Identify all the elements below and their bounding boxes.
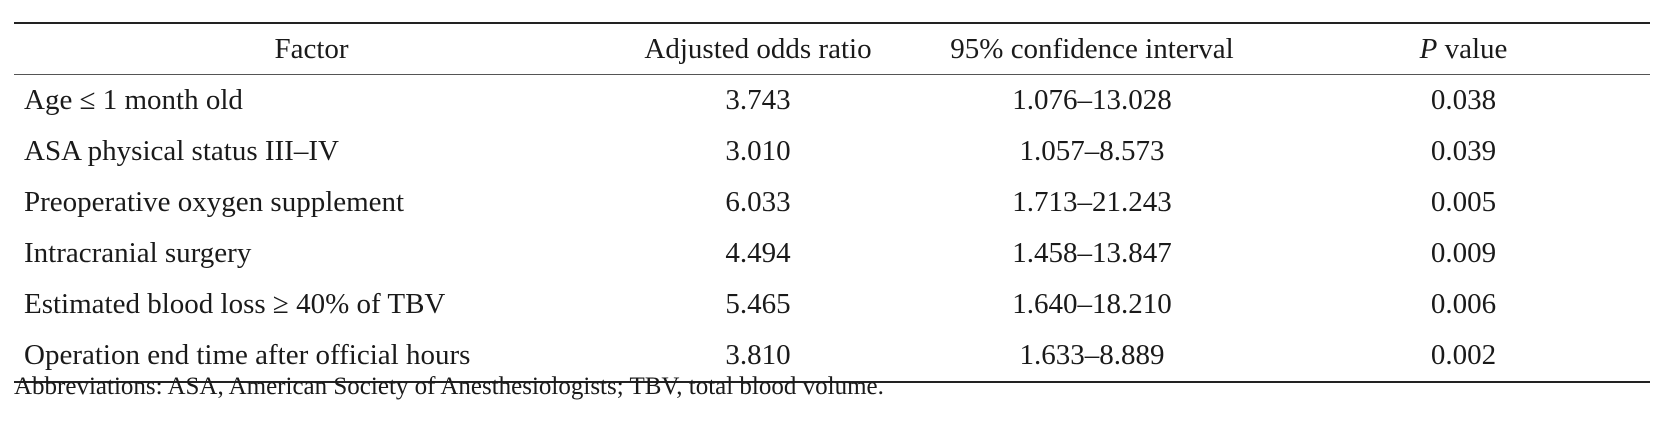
header-p-letter: P (1419, 32, 1438, 65)
ci-cell: 1.640–18.210 (1012, 288, 1172, 320)
p-value-cell: 0.006 (1430, 288, 1497, 320)
table-header: Factor Adjusted odds ratio 95% confidenc… (14, 23, 1650, 75)
odds-ratio-cell: 4.494 (725, 237, 791, 269)
odds-ratio-cell: 3.010 (725, 135, 791, 167)
factor-cell: ASA physical status III–IV (24, 135, 339, 167)
table-row: ASA physical status III–IV 3.010 1.057–8… (14, 126, 1650, 177)
table-footnote: Abbreviations: ASA, American Society of … (14, 373, 884, 400)
table-row: Operation end time after official hours … (14, 330, 1650, 382)
factor-cell: Intracranial surgery (24, 237, 252, 269)
header-row: Factor Adjusted odds ratio 95% confidenc… (14, 23, 1650, 75)
p-value-cell: 0.039 (1430, 135, 1497, 167)
p-value-cell: 0.038 (1430, 84, 1497, 116)
factor-cell: Preoperative oxygen supplement (24, 186, 405, 218)
table-row: Age ≤ 1 month old 3.743 1.076–13.028 0.0… (14, 75, 1650, 127)
ci-cell: 1.458–13.847 (1012, 237, 1172, 269)
ci-cell: 1.633–8.889 (1019, 339, 1165, 371)
ci-cell: 1.713–21.243 (1012, 186, 1172, 218)
odds-ratio-cell: 3.810 (725, 339, 791, 371)
header-p-value: P value (1277, 23, 1650, 75)
factor-cell: Estimated blood loss ≥ 40% of TBV (24, 288, 446, 320)
table-row: Intracranial surgery 4.494 1.458–13.847 … (14, 228, 1650, 279)
header-confidence-interval: 95% confidence interval (950, 32, 1234, 65)
ci-cell: 1.076–13.028 (1012, 84, 1172, 116)
table-row: Preoperative oxygen supplement 6.033 1.7… (14, 177, 1650, 228)
table-row: Estimated blood loss ≥ 40% of TBV 5.465 … (14, 279, 1650, 330)
odds-ratio-cell: 6.033 (725, 186, 791, 218)
factor-cell: Operation end time after official hours (24, 339, 471, 371)
header-odds-ratio: Adjusted odds ratio (644, 32, 872, 65)
odds-ratio-cell: 3.743 (725, 84, 791, 116)
header-factor: Factor (274, 32, 349, 65)
odds-ratio-cell: 5.465 (725, 288, 791, 320)
factor-cell: Age ≤ 1 month old (24, 84, 243, 116)
p-value-cell: 0.005 (1430, 186, 1497, 218)
results-table-container: Factor Adjusted odds ratio 95% confidenc… (14, 22, 1650, 383)
p-value-cell: 0.002 (1430, 339, 1497, 371)
table-body: Age ≤ 1 month old 3.743 1.076–13.028 0.0… (14, 75, 1650, 382)
header-p-suffix: value (1437, 32, 1508, 65)
p-value-cell: 0.009 (1430, 237, 1497, 269)
odds-ratio-table: Factor Adjusted odds ratio 95% confidenc… (14, 22, 1650, 383)
ci-cell: 1.057–8.573 (1019, 135, 1165, 167)
